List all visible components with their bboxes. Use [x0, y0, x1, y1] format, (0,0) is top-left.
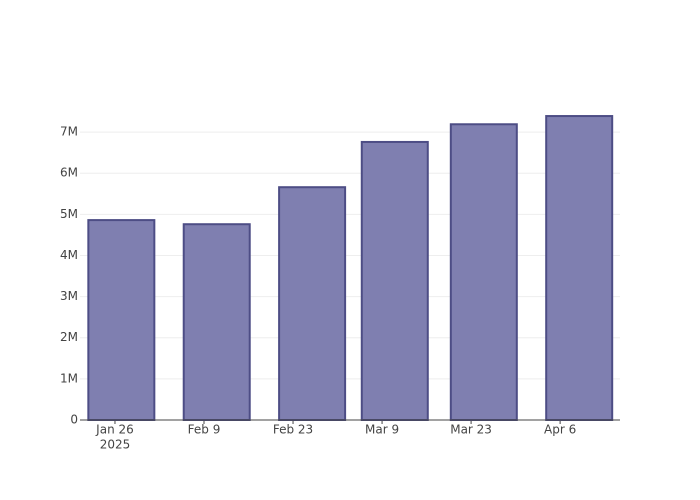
- bar: [360, 140, 429, 421]
- bar: [545, 115, 614, 421]
- bar: [87, 219, 156, 421]
- bar: [278, 186, 347, 421]
- x-tick-label: Mar 9: [365, 423, 399, 437]
- x-tick-label: Jan 26: [95, 423, 134, 437]
- x-tick-label: Feb 9: [188, 423, 221, 437]
- y-tick-label: 0: [70, 413, 78, 427]
- x-tick-label: Mar 23: [450, 423, 492, 437]
- y-tick-label: 7M: [60, 125, 78, 139]
- y-tick-label: 1M: [60, 371, 78, 385]
- x-year-label: 2025: [100, 438, 131, 452]
- bar: [449, 123, 518, 421]
- y-tick-label: 3M: [60, 289, 78, 303]
- y-tick-label: 6M: [60, 166, 78, 180]
- x-tick-label: Feb 23: [273, 423, 313, 437]
- x-tick-label: Apr 6: [544, 423, 576, 437]
- y-tick-label: 2M: [60, 330, 78, 344]
- y-tick-label: 5M: [60, 207, 78, 221]
- y-tick-label: 4M: [60, 248, 78, 262]
- bar: [182, 223, 251, 421]
